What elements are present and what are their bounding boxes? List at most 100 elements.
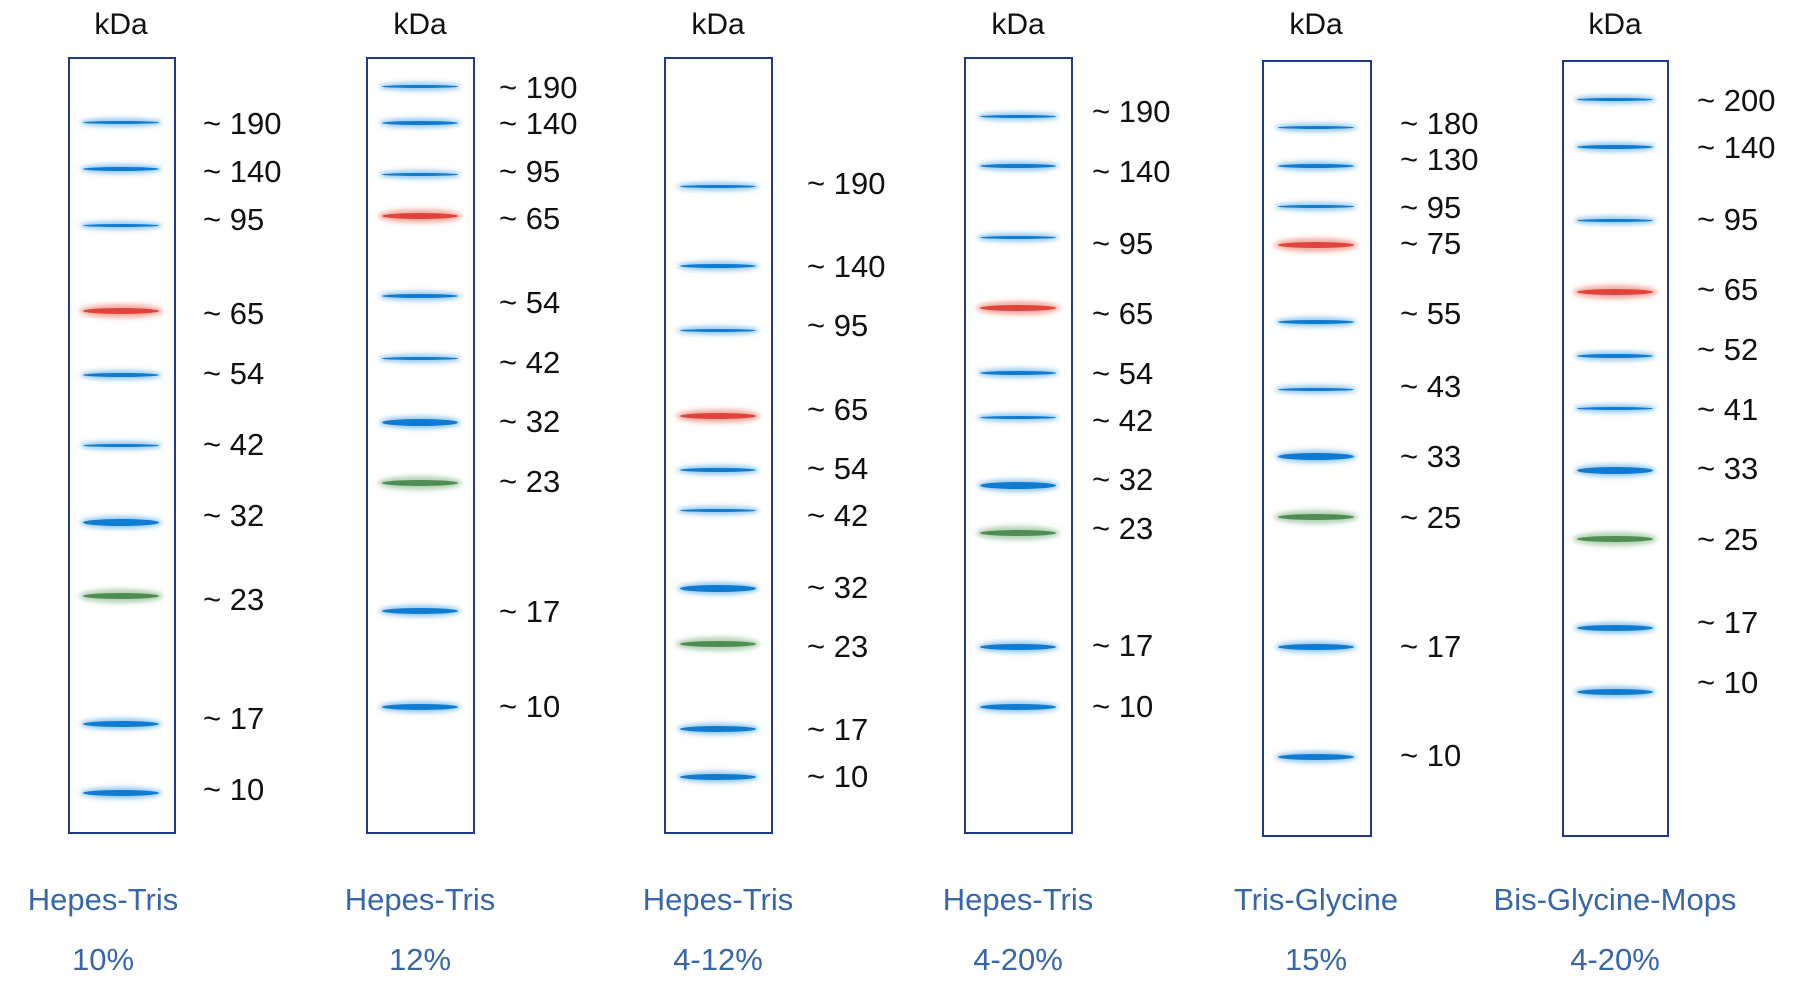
protein-band [980, 481, 1056, 489]
protein-band [83, 790, 159, 796]
buffer-system-label: Bis-Glycine-Mops [1493, 882, 1737, 917]
band-mw-label: ~ 52 [1697, 332, 1759, 367]
unit-label: kDa [991, 8, 1045, 41]
protein-band [1278, 125, 1354, 129]
band-mw-label: ~ 65 [203, 296, 265, 331]
protein-band [83, 518, 159, 526]
protein-band [680, 468, 756, 472]
gel-lane [964, 57, 1073, 834]
band-mw-label: ~ 23 [499, 464, 561, 499]
band-mw-label: ~ 17 [203, 701, 265, 736]
protein-band [382, 172, 458, 176]
protein-band [382, 704, 458, 710]
gel-lane [1562, 60, 1669, 837]
band-mw-label: ~ 41 [1697, 392, 1759, 427]
protein-band [680, 641, 756, 647]
protein-band [83, 308, 159, 314]
protein-band [83, 443, 159, 447]
protein-band [83, 721, 159, 727]
band-mw-label: ~ 95 [1092, 226, 1154, 261]
band-mw-label: ~ 75 [1400, 226, 1462, 261]
band-mw-label: ~ 140 [1697, 130, 1776, 165]
protein-band [680, 328, 756, 332]
protein-band [980, 415, 1056, 419]
band-mw-label: ~ 130 [1400, 142, 1479, 177]
protein-band [1278, 242, 1354, 248]
band-mw-label: ~ 140 [203, 154, 282, 189]
band-mw-label: ~ 32 [203, 498, 265, 533]
band-mw-label: ~ 54 [203, 356, 265, 391]
protein-band [1278, 514, 1354, 520]
band-mw-label: ~ 10 [807, 759, 869, 794]
band-mw-label: ~ 190 [807, 166, 886, 201]
protein-band [382, 480, 458, 486]
gel-percentage-label: 4-20% [1570, 942, 1660, 977]
protein-band [382, 608, 458, 614]
protein-band [382, 121, 458, 125]
band-mw-label: ~ 95 [1400, 190, 1462, 225]
protein-band [1577, 406, 1653, 410]
protein-band [680, 264, 756, 268]
band-mw-label: ~ 32 [499, 404, 561, 439]
band-mw-label: ~ 17 [1400, 629, 1462, 664]
band-mw-label: ~ 23 [1092, 511, 1154, 546]
band-mw-label: ~ 65 [499, 201, 561, 236]
unit-label: kDa [1289, 8, 1343, 41]
unit-label: kDa [94, 8, 148, 41]
band-mw-label: ~ 33 [1697, 451, 1759, 486]
band-mw-label: ~ 43 [1400, 369, 1462, 404]
protein-band [382, 418, 458, 426]
band-mw-label: ~ 25 [1697, 522, 1759, 557]
band-mw-label: ~ 17 [1092, 628, 1154, 663]
unit-label: kDa [393, 8, 447, 41]
band-mw-label: ~ 55 [1400, 296, 1462, 331]
protein-band [980, 704, 1056, 710]
band-mw-label: ~ 10 [1697, 665, 1759, 700]
gel-percentage-label: 4-12% [673, 942, 763, 977]
band-mw-label: ~ 180 [1400, 106, 1479, 141]
protein-band [980, 530, 1056, 536]
protein-band [83, 373, 159, 377]
protein-band [680, 774, 756, 780]
band-mw-label: ~ 17 [807, 712, 869, 747]
gel-percentage-label: 12% [388, 942, 452, 977]
protein-band [1278, 164, 1354, 168]
band-mw-label: ~ 200 [1697, 83, 1776, 118]
band-mw-label: ~ 10 [1400, 738, 1462, 773]
protein-band [680, 184, 756, 188]
protein-band [680, 508, 756, 512]
protein-band [980, 164, 1056, 168]
protein-band [980, 371, 1056, 375]
band-mw-label: ~ 23 [203, 582, 265, 617]
protein-band [1278, 387, 1354, 391]
protein-band [1577, 218, 1653, 222]
band-mw-label: ~ 32 [807, 570, 869, 605]
protein-band [1577, 625, 1653, 631]
band-mw-label: ~ 33 [1400, 439, 1462, 474]
buffer-system-label: Hepes-Tris [344, 882, 496, 917]
band-mw-label: ~ 42 [1092, 403, 1154, 438]
band-mw-label: ~ 140 [1092, 154, 1171, 189]
band-mw-label: ~ 95 [499, 154, 561, 189]
unit-label: kDa [1588, 8, 1642, 41]
band-mw-label: ~ 10 [1092, 689, 1154, 724]
protein-band [980, 305, 1056, 311]
protein-band [680, 413, 756, 419]
gel-percentage-label: 10% [71, 942, 135, 977]
gel-percentage-label: 15% [1284, 942, 1348, 977]
band-mw-label: ~ 25 [1400, 500, 1462, 535]
protein-band [1577, 354, 1653, 358]
band-mw-label: ~ 32 [1092, 462, 1154, 497]
gel-lane [664, 57, 773, 834]
band-mw-label: ~ 65 [1697, 272, 1759, 307]
band-mw-label: ~ 23 [807, 629, 869, 664]
band-mw-label: ~ 54 [499, 285, 561, 320]
buffer-system-label: Hepes-Tris [942, 882, 1094, 917]
band-mw-label: ~ 65 [807, 392, 869, 427]
protein-band [1577, 689, 1653, 695]
gel-lane [1262, 60, 1372, 837]
protein-band [382, 294, 458, 298]
band-mw-label: ~ 42 [807, 498, 869, 533]
band-mw-label: ~ 17 [499, 594, 561, 629]
protein-band [1577, 466, 1653, 474]
